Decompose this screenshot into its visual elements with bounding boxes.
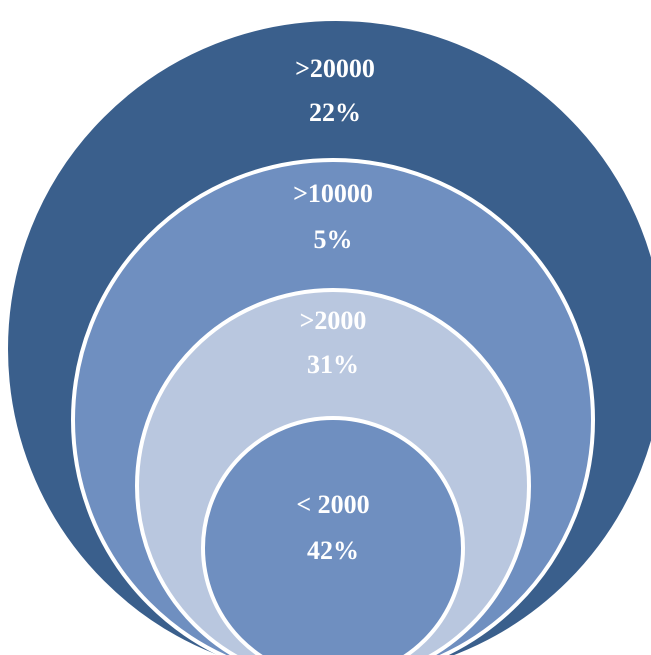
ring-over-2000-value: 31% [307,350,359,379]
ring-over-10000-label: >10000 [293,179,373,208]
ring-under-2000 [201,416,465,655]
ring-under-2000-value: 42% [307,536,359,565]
ring-over-2000-label: >2000 [300,306,367,335]
ring-over-10000-value: 5% [314,225,353,254]
ring-over-20000-value: 22% [309,98,361,127]
ring-under-2000-label: < 2000 [296,490,369,519]
ring-over-20000-label: >20000 [295,54,375,83]
